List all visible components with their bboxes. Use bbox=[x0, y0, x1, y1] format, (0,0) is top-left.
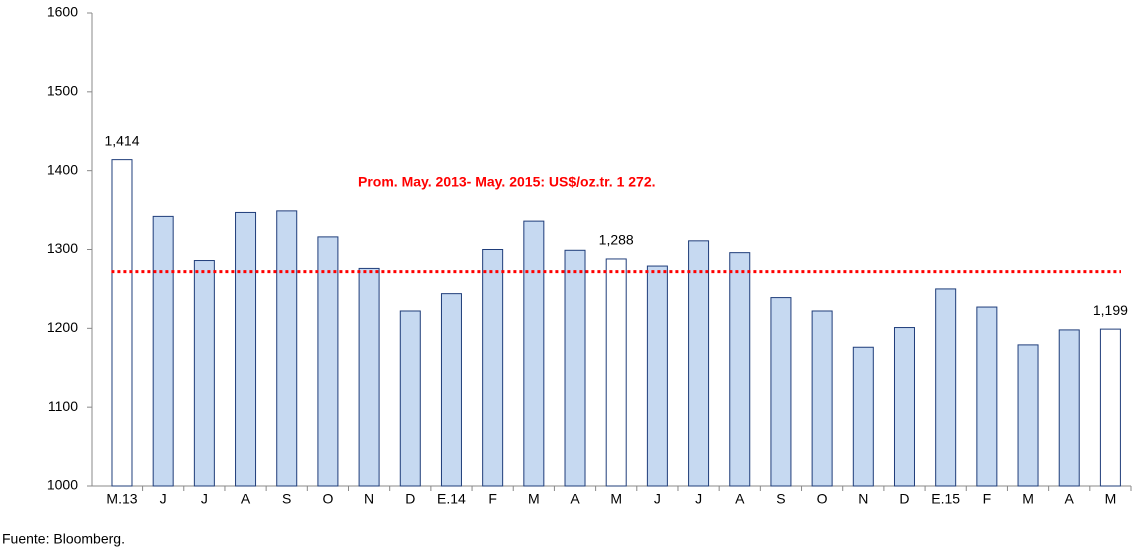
value-label: 1,414 bbox=[104, 132, 139, 148]
x-tick-label: M bbox=[610, 491, 622, 507]
bar bbox=[1099, 328, 1121, 487]
x-tick-label: E.14 bbox=[437, 491, 466, 507]
bar bbox=[976, 306, 998, 487]
x-tick-label: M bbox=[528, 491, 540, 507]
average-annotation: Prom. May. 2013- May. 2015: US$/oz.tr. 1… bbox=[358, 174, 656, 190]
bar bbox=[358, 267, 380, 487]
bar bbox=[646, 265, 668, 487]
bar bbox=[564, 249, 586, 487]
y-tick-label: 1100 bbox=[48, 398, 78, 414]
x-tick-label: M bbox=[1105, 491, 1117, 507]
bar bbox=[523, 220, 545, 487]
y-tick-label: 1300 bbox=[47, 240, 78, 256]
bar bbox=[482, 249, 504, 487]
bar bbox=[1058, 329, 1080, 487]
value-label: 1,199 bbox=[1093, 302, 1128, 318]
x-tick-label: J bbox=[695, 491, 702, 507]
x-tick-label: O bbox=[322, 491, 333, 507]
value-label: 1,288 bbox=[599, 232, 634, 248]
x-tick-label: A bbox=[735, 491, 745, 507]
bar bbox=[399, 310, 421, 487]
x-tick-label: J bbox=[160, 491, 167, 507]
bar bbox=[852, 346, 874, 487]
x-tick-label: D bbox=[405, 491, 415, 507]
bar bbox=[770, 297, 792, 487]
x-tick-label: J bbox=[201, 491, 208, 507]
x-tick-label: M.13 bbox=[106, 491, 137, 507]
bar bbox=[440, 293, 462, 487]
x-tick-label: A bbox=[241, 491, 251, 507]
bar bbox=[111, 159, 133, 487]
y-tick-label: 1600 bbox=[47, 4, 78, 20]
bar bbox=[152, 215, 174, 487]
bar bbox=[317, 236, 339, 487]
x-tick-label: S bbox=[282, 491, 291, 507]
bar bbox=[193, 260, 215, 487]
y-tick-label: 1400 bbox=[47, 161, 78, 177]
bar bbox=[276, 210, 298, 487]
x-tick-label: D bbox=[899, 491, 909, 507]
x-tick-label: F bbox=[488, 491, 497, 507]
bar bbox=[893, 327, 915, 487]
bar bbox=[688, 240, 710, 487]
y-tick-label: 1500 bbox=[47, 83, 78, 99]
x-tick-label: M bbox=[1022, 491, 1034, 507]
y-tick-label: 1200 bbox=[47, 319, 78, 335]
bar bbox=[729, 252, 751, 487]
x-tick-label: O bbox=[817, 491, 828, 507]
x-tick-label: A bbox=[570, 491, 580, 507]
bar bbox=[811, 310, 833, 487]
x-tick-label: J bbox=[654, 491, 661, 507]
bar bbox=[1017, 344, 1039, 487]
x-tick-label: F bbox=[983, 491, 992, 507]
bar bbox=[605, 258, 627, 487]
bar bbox=[935, 288, 957, 487]
x-tick-label: A bbox=[1065, 491, 1075, 507]
x-tick-label: N bbox=[858, 491, 868, 507]
bar bbox=[235, 211, 257, 487]
x-tick-label: E.15 bbox=[931, 491, 960, 507]
x-tick-label: N bbox=[364, 491, 374, 507]
source: Fuente: Bloomberg. bbox=[2, 531, 125, 547]
y-tick-label: 1000 bbox=[47, 477, 78, 493]
x-tick-label: S bbox=[776, 491, 785, 507]
